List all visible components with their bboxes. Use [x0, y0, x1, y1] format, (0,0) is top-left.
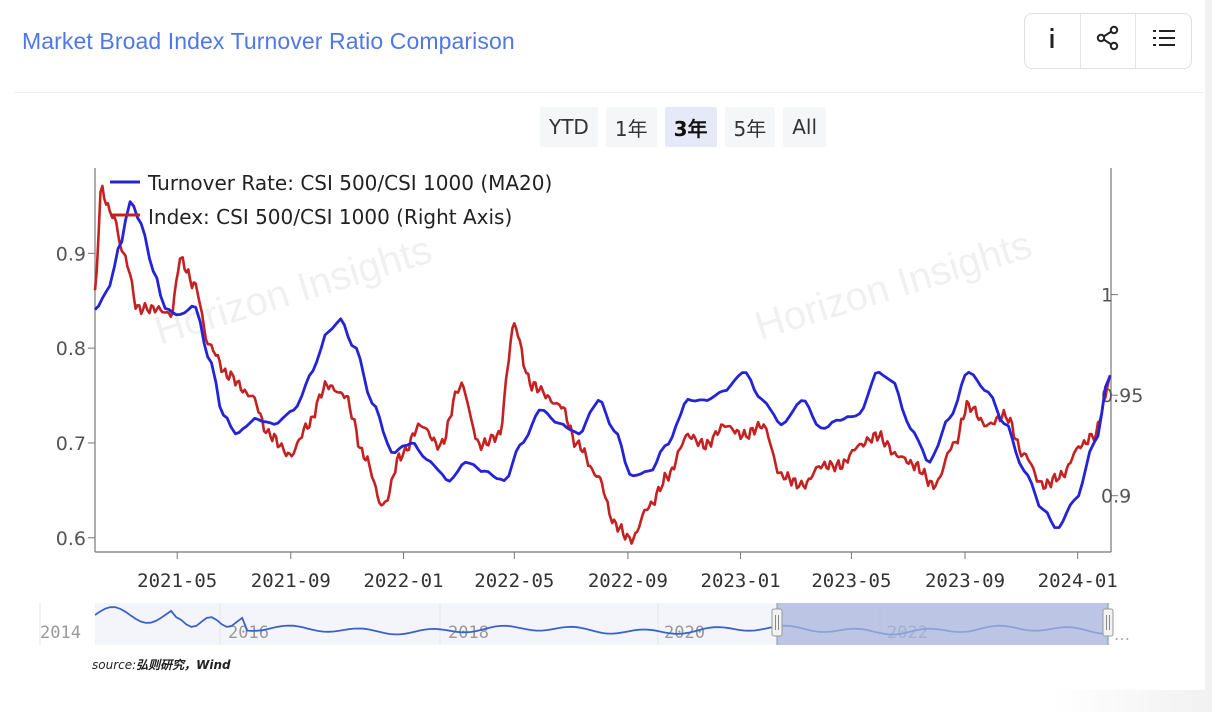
- navigator-left-handle[interactable]: [771, 608, 783, 637]
- legend-label-index[interactable]: Index: CSI 500/CSI 1000 (Right Axis): [148, 205, 512, 229]
- right-axis-tick-label: 0.9: [1101, 486, 1131, 508]
- share-icon: [1095, 25, 1121, 57]
- x-axis-tick-label: 2023-09: [925, 570, 1005, 592]
- x-axis-tick-label: 2021-05: [137, 570, 217, 592]
- info-icon: [1040, 25, 1064, 57]
- range-3y-button[interactable]: 3年: [664, 107, 717, 147]
- series-index-line: [93, 184, 1112, 545]
- list-icon: [1151, 25, 1177, 57]
- chart-toolbox: [1024, 13, 1192, 69]
- navigator[interactable]: 20142016201820202022…: [39, 603, 1130, 645]
- right-axis-tick-label: 1: [1101, 285, 1113, 307]
- navigator-selection: [777, 603, 1108, 645]
- x-axis-tick-label: 2022-01: [363, 570, 443, 592]
- source-prefix: source:: [92, 658, 137, 672]
- left-axis-tick-label: 0.8: [56, 338, 86, 360]
- legend-label-turnover[interactable]: Turnover Rate: CSI 500/CSI 1000 (MA20): [147, 171, 552, 195]
- x-axis-tick-label: 2022-05: [474, 570, 554, 592]
- x-axis-tick-label: 2022-09: [588, 570, 668, 592]
- x-axis-tick-label: 2023-01: [701, 570, 781, 592]
- source-note: source:弘则研究，Wind: [92, 656, 231, 673]
- left-axis-tick-label: 0.6: [56, 528, 86, 550]
- legend: Turnover Rate: CSI 500/CSI 1000 (MA20) I…: [110, 171, 552, 229]
- x-axis-tick-label: 2024-01: [1038, 570, 1118, 592]
- chart-card: Market Broad Index Turnover Ratio Compar…: [14, 13, 1204, 673]
- left-axis-tick-label: 0.9: [56, 243, 86, 265]
- source-text: 弘则研究，Wind: [136, 658, 231, 672]
- range-ytd-button[interactable]: YTD: [540, 107, 598, 147]
- series-turnover-line: [94, 200, 1112, 529]
- range-selector: YTD 1年 3年 5年 All: [540, 107, 827, 147]
- range-1y-button[interactable]: 1年: [605, 107, 657, 147]
- info-button[interactable]: [1025, 14, 1081, 68]
- navigator-overflow-dots: …: [1114, 625, 1130, 644]
- left-axis-tick-label: 0.7: [56, 433, 86, 455]
- watermark-group: Horizon Insights Horizon Insights: [150, 223, 1037, 354]
- axes-group: 0.6 0.7 0.8 0.9 0.9 0.95 1 2021-05 2021-09 2022-0…: [56, 168, 1143, 592]
- range-all-button[interactable]: All: [783, 107, 827, 147]
- watermark-right: Horizon Insights: [750, 223, 1037, 349]
- menu-button[interactable]: [1136, 14, 1191, 68]
- navigator-year-label: 2014: [40, 623, 81, 643]
- navigator-year-label: 2016: [228, 623, 269, 643]
- chart-title: Market Broad Index Turnover Ratio Compar…: [22, 28, 515, 54]
- header-divider: [14, 92, 1204, 93]
- x-axis-tick-label: 2021-09: [251, 570, 331, 592]
- right-axis-tick-label: 0.95: [1101, 385, 1143, 407]
- share-button[interactable]: [1081, 14, 1137, 68]
- navigator-right-handle[interactable]: [1102, 608, 1114, 637]
- watermark-left: Horizon Insights: [150, 228, 437, 354]
- range-5y-button[interactable]: 5年: [724, 107, 776, 147]
- series-group: [93, 184, 1112, 545]
- x-axis-tick-label: 2023-05: [811, 570, 891, 592]
